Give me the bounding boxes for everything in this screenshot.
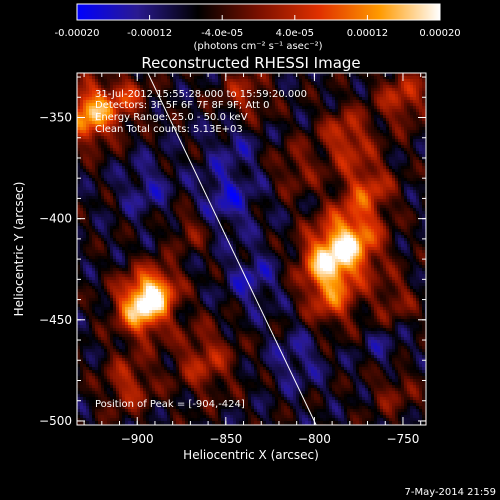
x-tick-label: −900 (121, 432, 154, 446)
energy-range-text: Energy Range: 25.0 - 50.0 keV (95, 112, 248, 123)
plot-frame (76, 72, 427, 426)
y-tick-label: −400 (39, 212, 72, 226)
heatmap (77, 73, 426, 425)
generated-timestamp: 7-May-2014 21:59 (404, 487, 496, 498)
colorbar-tick-label: 4.0e-05 (276, 28, 314, 39)
colorbar-ticks: -0.00020 -0.00012 -4.0e-05 4.0e-05 0.00012 0.… (55, 15, 461, 39)
colorbar-tick-label: -0.00012 (127, 28, 172, 39)
colorbar: -0.00020 -0.00012 -4.0e-05 4.0e-05 0.00012 0.… (55, 3, 461, 52)
colorbar-unit-label: (photons cm⁻² s⁻¹ asec⁻²) (193, 41, 322, 52)
chart-title: Reconstructed RHESSI Image (141, 54, 360, 72)
peak-position-text: Position of Peak = [-904,-424] (95, 399, 245, 410)
colorbar-tick-label: -4.0e-05 (201, 28, 243, 39)
annotations: 31-Jul-2012 15:55:28.000 to 15:59:20.000… (95, 89, 307, 410)
y-axis-label: Heliocentric Y (arcsec) (12, 182, 26, 317)
x-axis-ticks: −900 −850 −800 −750 (83, 73, 422, 446)
x-tick-label: −850 (209, 432, 242, 446)
y-tick-label: −500 (39, 414, 72, 428)
colorbar-tick-label: -0.00020 (55, 28, 100, 39)
colorbar-gradient (76, 3, 441, 21)
y-axis-ticks: −350 −400 −450 −500 (39, 76, 426, 428)
y-tick-label: −350 (39, 111, 72, 125)
x-axis-label: Heliocentric X (arcsec) (183, 448, 319, 462)
x-tick-label: −800 (298, 432, 331, 446)
colorbar-tick-label: 0.00020 (419, 28, 460, 39)
solar-limb-line (147, 73, 317, 425)
x-tick-label: −750 (386, 432, 419, 446)
y-tick-label: −450 (39, 313, 72, 327)
detectors-text: Detectors: 3F 5F 6F 7F 8F 9F; Att 0 (95, 100, 270, 111)
time-range-text: 31-Jul-2012 15:55:28.000 to 15:59:20.000 (95, 89, 307, 100)
colorbar-tick-label: 0.00012 (347, 28, 388, 39)
method-counts-text: Clean Total counts: 5.13E+03 (95, 124, 243, 135)
